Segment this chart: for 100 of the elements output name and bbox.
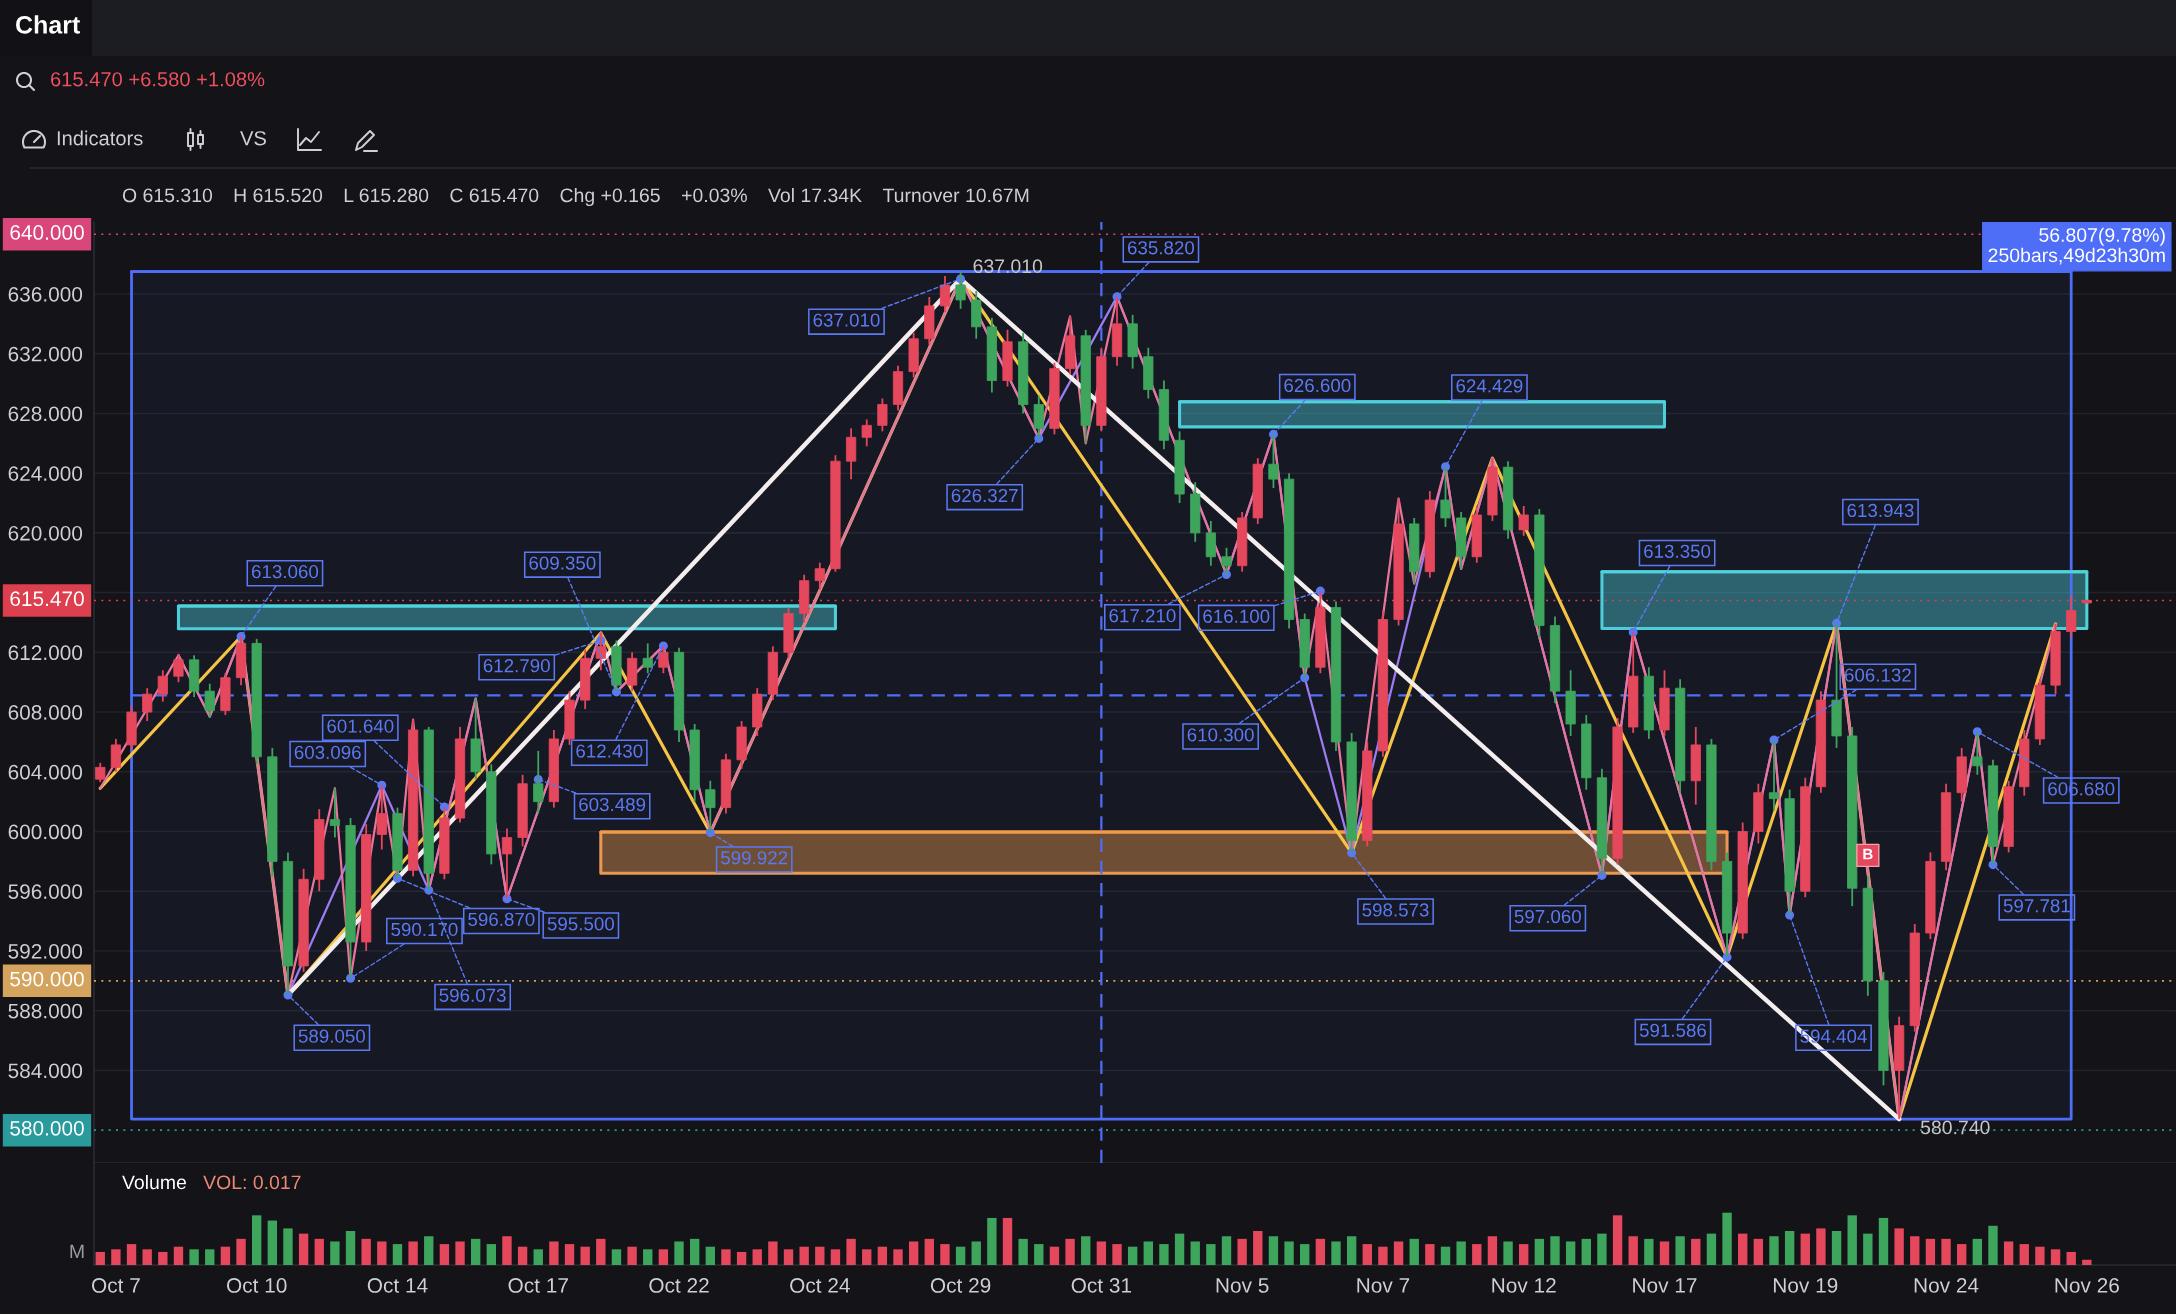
bar [2066, 1251, 2076, 1265]
bar [1159, 1244, 1169, 1265]
bar [799, 1246, 809, 1265]
bar [1800, 1233, 1810, 1265]
x-tick-label: Oct 10 [226, 1278, 287, 1293]
bar [205, 1249, 215, 1265]
bar [1346, 1236, 1357, 1265]
bar [877, 1246, 888, 1265]
data-label: 609.350 [529, 556, 596, 570]
candlestick [1205, 520, 1216, 567]
candlestick [95, 761, 106, 784]
y-tick-label: 584.000 [8, 1063, 83, 1079]
x-tick-label: Nov 7 [1357, 1278, 1410, 1293]
data-label: 596.073 [439, 988, 506, 1002]
bar [627, 1246, 637, 1265]
bar [1738, 1233, 1748, 1265]
bar [1784, 1231, 1795, 1265]
text: C 615.470 [450, 188, 539, 203]
bar [721, 1249, 731, 1265]
y-tick-label: 624.000 [8, 466, 83, 481]
bar [2035, 1246, 2045, 1265]
data-label: 610.300 [1187, 728, 1254, 742]
y-axis-title: M [70, 1244, 84, 1259]
bar [236, 1238, 246, 1265]
bar [1284, 1241, 1294, 1265]
bar [846, 1238, 856, 1265]
bar [1268, 1236, 1279, 1265]
data-label: 596.870 [468, 912, 535, 927]
bar [189, 1249, 199, 1265]
bar [1378, 1246, 1388, 1265]
bar [251, 1215, 262, 1265]
bar [674, 1241, 684, 1265]
bar [1487, 1236, 1498, 1265]
x-tick-label: Oct 22 [649, 1278, 709, 1293]
bar [267, 1220, 278, 1265]
candlestick [157, 669, 168, 703]
candlestick [642, 642, 653, 675]
bar [283, 1228, 293, 1265]
bar [1628, 1236, 1638, 1265]
x-tick-label: Nov 12 [1492, 1278, 1556, 1293]
bar [1253, 1231, 1263, 1265]
bar [2003, 1241, 2014, 1265]
bar [1581, 1238, 1591, 1265]
y-tick-label: 592.000 [8, 943, 83, 959]
bar [408, 1241, 418, 1265]
y-tick-label: 596.000 [8, 884, 83, 899]
data-label: 597.781 [2003, 899, 2070, 913]
bar [1878, 1217, 1889, 1265]
x-tick-label: Oct 24 [790, 1278, 850, 1293]
bar [314, 1238, 324, 1265]
bar [1706, 1233, 1717, 1265]
bar [517, 1246, 528, 1265]
text: VOL: 0.017 [203, 1175, 301, 1190]
candlestick [861, 418, 872, 448]
bar [1519, 1244, 1529, 1265]
bar [658, 1249, 669, 1265]
bar [862, 1249, 872, 1265]
bar [158, 1251, 168, 1265]
bar [1425, 1244, 1435, 1265]
bar [95, 1251, 105, 1265]
bar [1081, 1236, 1091, 1265]
y-tick-label: 600.000 [8, 824, 83, 840]
bar [1206, 1244, 1216, 1265]
data-label: 580.740 [1920, 1120, 1990, 1135]
bar [1910, 1236, 1920, 1265]
candlestick [1440, 465, 1451, 528]
bar [1049, 1246, 1060, 1265]
y-tick-label: 628.000 [8, 406, 83, 422]
bar [392, 1244, 403, 1265]
data-label: 603.489 [579, 797, 646, 812]
candlestick [1972, 730, 1983, 776]
y-tick-label: 612.000 [8, 645, 83, 661]
bar [1034, 1244, 1044, 1265]
bar [1315, 1238, 1326, 1265]
bar [1612, 1215, 1623, 1265]
data-label: 613.060 [251, 565, 319, 579]
y-tick-label: 620.000 [8, 525, 83, 541]
bar [768, 1241, 778, 1265]
bar [173, 1246, 184, 1265]
data-label: 626.600 [1284, 378, 1351, 393]
bar [1659, 1241, 1670, 1265]
bar [361, 1238, 371, 1265]
candlestick [814, 561, 825, 591]
bar [439, 1244, 450, 1265]
bar [502, 1236, 512, 1265]
data-label: 591.586 [1639, 1023, 1707, 1037]
ref-line-label: 580.000 [10, 1120, 84, 1136]
x-tick-label: Oct 29 [930, 1278, 991, 1293]
candlestick [1033, 394, 1044, 440]
bar [1675, 1236, 1685, 1265]
bar [736, 1251, 747, 1265]
bar [643, 1249, 653, 1265]
bar [1863, 1233, 1873, 1265]
text: VS [240, 131, 266, 146]
bar [1847, 1215, 1857, 1265]
x-tick-label: Nov 5 [1216, 1278, 1269, 1293]
bar [1190, 1241, 1200, 1265]
bar [470, 1238, 481, 1265]
data-label: 626.327 [951, 488, 1018, 503]
bar [1409, 1238, 1419, 1265]
